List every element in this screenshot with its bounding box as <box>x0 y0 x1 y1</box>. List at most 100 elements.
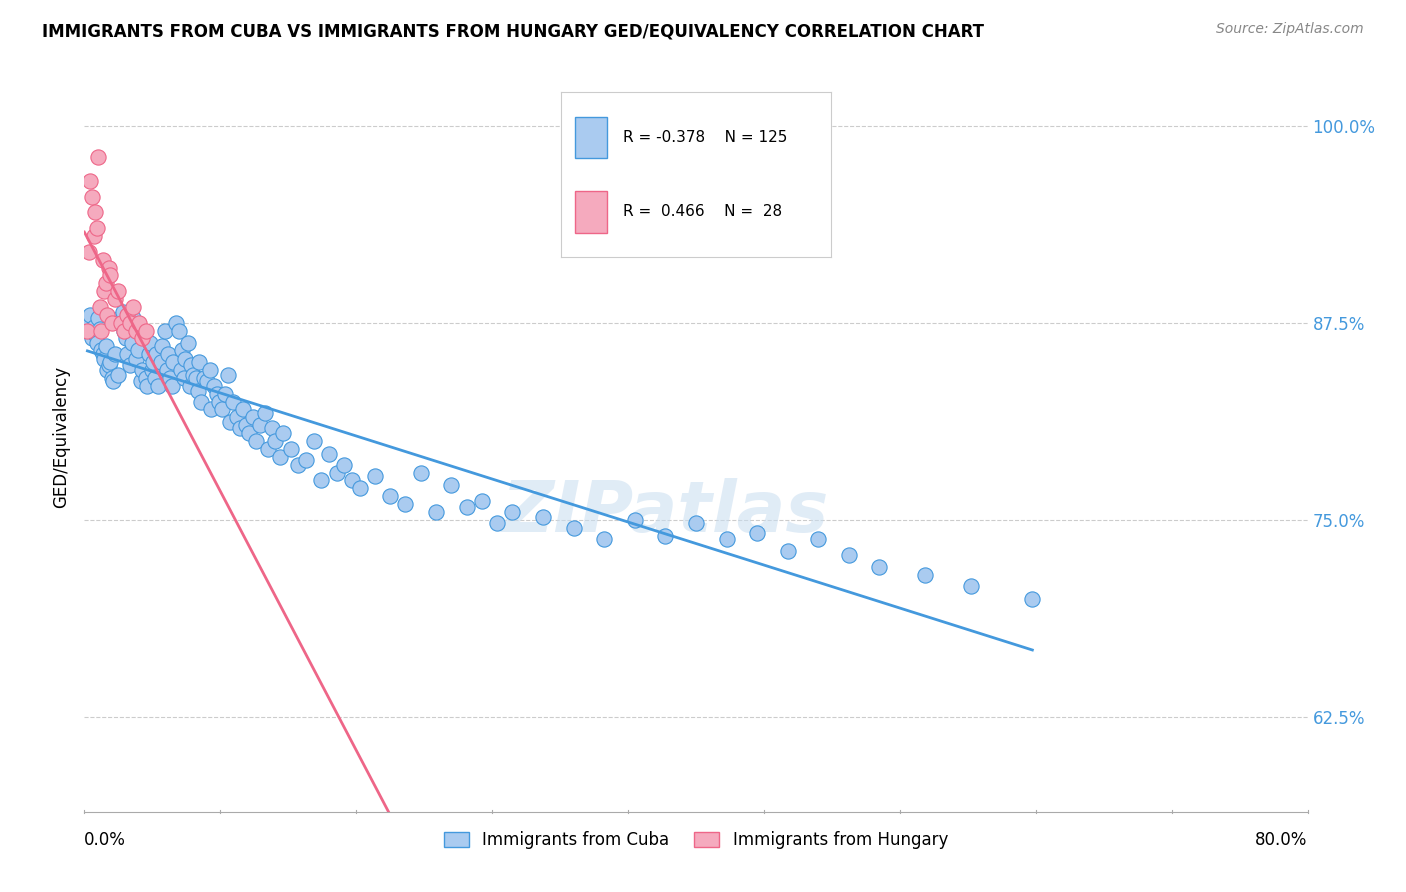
Point <box>103 374 125 388</box>
Point <box>238 426 260 441</box>
Point <box>98 268 121 283</box>
Point <box>167 324 190 338</box>
Point <box>654 529 676 543</box>
Point <box>162 355 184 369</box>
Point <box>960 579 983 593</box>
Point <box>98 355 121 369</box>
Point <box>229 421 252 435</box>
Point <box>174 351 197 366</box>
Point <box>77 244 100 259</box>
Point <box>159 371 181 385</box>
Point <box>94 339 117 353</box>
Point <box>172 343 194 357</box>
Point <box>107 368 129 382</box>
Point <box>89 322 111 336</box>
Point <box>104 347 127 361</box>
Point <box>177 336 200 351</box>
Point <box>302 434 325 448</box>
Point <box>869 560 891 574</box>
Point <box>170 363 193 377</box>
Point <box>264 434 287 448</box>
Point <box>94 277 117 291</box>
Point <box>121 336 143 351</box>
Point <box>114 331 136 345</box>
Point <box>84 326 107 341</box>
Point <box>96 308 118 322</box>
Point <box>91 347 114 361</box>
Point <box>112 324 135 338</box>
Point <box>120 316 142 330</box>
Point <box>716 532 738 546</box>
Point <box>142 355 165 369</box>
Point <box>502 505 524 519</box>
Point <box>807 532 830 546</box>
Point <box>211 402 233 417</box>
Point <box>562 521 585 535</box>
Point <box>471 494 494 508</box>
Point <box>217 368 239 382</box>
Point <box>531 509 554 524</box>
Text: 80.0%: 80.0% <box>1256 830 1308 848</box>
Point <box>128 316 150 330</box>
Point <box>97 359 120 373</box>
Point <box>186 384 208 398</box>
Point <box>87 310 110 325</box>
Point <box>914 568 936 582</box>
Point <box>146 379 169 393</box>
Text: IMMIGRANTS FROM CUBA VS IMMIGRANTS FROM HUNGARY GED/EQUIVALENCY CORRELATION CHAR: IMMIGRANTS FROM CUBA VS IMMIGRANTS FROM … <box>42 22 984 40</box>
Point <box>77 316 100 330</box>
Point <box>685 516 707 530</box>
Point <box>208 394 231 409</box>
Point <box>110 316 132 330</box>
Point <box>198 363 221 377</box>
Point <box>83 229 105 244</box>
Point <box>76 324 98 338</box>
Point <box>90 343 112 357</box>
Point <box>115 308 138 322</box>
Point <box>1021 591 1043 606</box>
Y-axis label: GED/Equivalency: GED/Equivalency <box>52 366 70 508</box>
Point <box>107 284 129 298</box>
Point <box>280 442 302 456</box>
Point <box>179 379 201 393</box>
Point <box>173 371 195 385</box>
Point <box>138 347 160 361</box>
Point <box>120 359 142 373</box>
Point <box>135 324 157 338</box>
Point <box>111 304 134 318</box>
Point <box>97 260 120 275</box>
Point <box>776 544 799 558</box>
Point <box>156 363 179 377</box>
Point <box>184 371 207 385</box>
Point <box>131 363 153 377</box>
Point <box>364 468 387 483</box>
Point <box>91 252 114 267</box>
Point <box>90 324 112 338</box>
Point <box>245 434 267 448</box>
Point <box>143 371 166 385</box>
Point <box>200 402 222 417</box>
Point <box>295 453 318 467</box>
Point <box>135 371 157 385</box>
Point <box>149 355 172 369</box>
Point <box>86 221 108 235</box>
Point <box>221 394 243 409</box>
Point <box>108 310 131 325</box>
Point <box>83 320 105 334</box>
Point <box>190 394 212 409</box>
Point <box>486 516 509 530</box>
Point <box>104 292 127 306</box>
Point <box>440 478 463 492</box>
Point <box>112 324 135 338</box>
Point <box>380 489 402 503</box>
Text: Source: ZipAtlas.com: Source: ZipAtlas.com <box>1216 22 1364 37</box>
Point <box>202 379 225 393</box>
Point <box>409 466 432 480</box>
Point <box>127 343 149 357</box>
Point <box>89 300 111 314</box>
Point <box>160 379 183 393</box>
Point <box>269 450 291 464</box>
Point <box>122 310 145 325</box>
Point <box>180 359 202 373</box>
Point <box>139 336 162 351</box>
